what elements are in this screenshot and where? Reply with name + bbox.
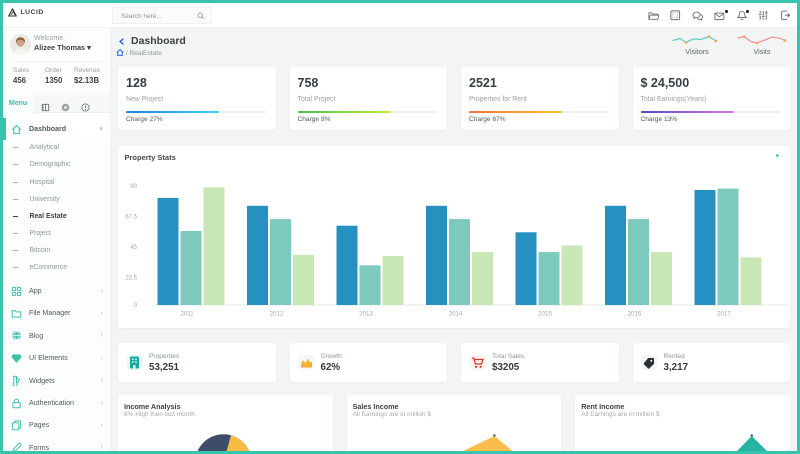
svg-text:2011: 2011 — [180, 311, 194, 318]
svg-text:2015: 2015 — [538, 311, 552, 318]
svg-text:22.5: 22.5 — [125, 276, 137, 282]
svg-text:2012: 2012 — [270, 311, 284, 318]
svg-text:2016: 2016 — [628, 311, 642, 318]
svg-text:0: 0 — [134, 303, 138, 309]
svg-text:45: 45 — [130, 245, 137, 251]
svg-text:2014: 2014 — [449, 311, 463, 318]
svg-text:90: 90 — [130, 184, 137, 190]
svg-text:2017: 2017 — [717, 311, 731, 318]
svg-text:2013: 2013 — [359, 311, 373, 318]
svg-text:67.5: 67.5 — [125, 215, 137, 221]
